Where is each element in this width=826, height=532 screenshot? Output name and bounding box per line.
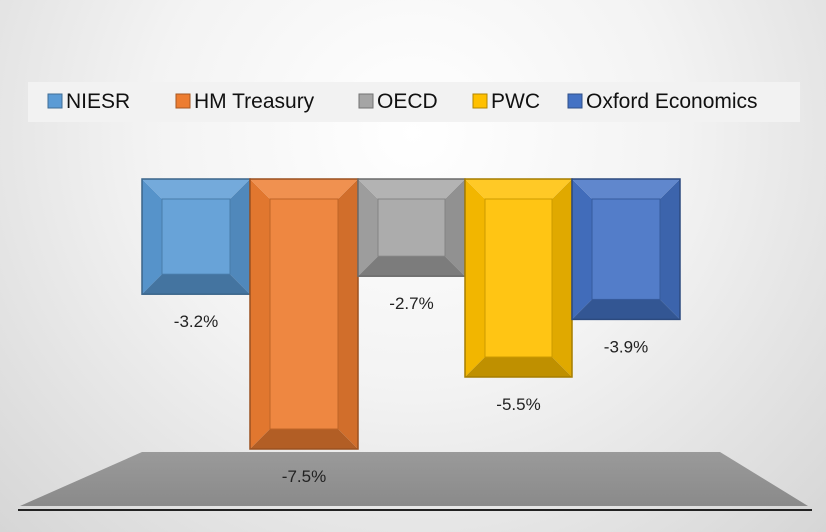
legend-item-oxford-economics: Oxford Economics (567, 90, 758, 113)
bar-bottom-face (358, 256, 465, 277)
bar-inner-outline (269, 198, 339, 430)
bar-bottom-face (142, 274, 250, 295)
bar-inner-outline (161, 198, 231, 275)
legend-swatch (47, 93, 63, 109)
bar-niesr (141, 178, 251, 295)
bar-inner-outline (591, 198, 661, 300)
bar-top-face (572, 179, 680, 199)
bar-left-face (250, 179, 270, 449)
bar-inner-face (270, 199, 338, 429)
data-label-niesr: -3.2% (174, 312, 218, 331)
bar-pwc (464, 178, 573, 378)
legend-swatch (175, 93, 191, 109)
bar-inner-face (592, 199, 660, 300)
legend-item-oecd: OECD (358, 90, 438, 113)
bar-outline (249, 178, 359, 450)
bar-left-face (142, 179, 162, 295)
bar-top-face (358, 179, 465, 199)
legend-label: HM Treasury (194, 90, 315, 113)
data-label-hm-treasury: -7.5% (282, 467, 326, 486)
bar-bottom-face (250, 429, 358, 449)
bar-top-face (250, 179, 358, 199)
legend-label: NIESR (66, 90, 130, 113)
bar-bottom-face (465, 357, 572, 377)
chart-floor (20, 452, 808, 506)
bar-left-face (572, 179, 592, 320)
legend-label: OECD (377, 90, 438, 113)
bar-right-face (552, 179, 572, 377)
legend-label: PWC (491, 90, 540, 113)
legend-item-hm-treasury: HM Treasury (175, 90, 315, 113)
bars (141, 178, 681, 450)
bar-inner-face (378, 199, 445, 257)
bar-bottom-face (572, 299, 680, 320)
bar-top-face (465, 179, 572, 199)
bar-hm-treasury (249, 178, 359, 450)
legend-background (28, 82, 800, 122)
bar-inner-face (162, 199, 230, 275)
bar-left-face (358, 179, 378, 277)
legend-item-pwc: PWC (472, 90, 540, 113)
bar-oecd (357, 178, 466, 277)
legend-swatch (358, 93, 374, 109)
data-label-pwc: -5.5% (496, 395, 540, 414)
bar-inner-outline (484, 198, 553, 358)
legend-swatch (567, 93, 583, 109)
legend: NIESR HM Treasury OECD PWC Oxford Economics (47, 90, 758, 113)
legend-item-niesr: NIESR (47, 90, 130, 113)
bar-right-face (230, 179, 250, 295)
legend-swatch (472, 93, 488, 109)
bar-right-face (445, 179, 465, 277)
bar-oxford-economics (571, 178, 681, 321)
bar-outline (571, 178, 681, 321)
bar-right-face (338, 179, 358, 449)
legend-label: Oxford Economics (586, 90, 758, 113)
bar-inner-face (485, 199, 552, 357)
bar-left-face (465, 179, 485, 377)
bar-inner-outline (377, 198, 446, 257)
data-labels: -3.2% -7.5% -2.7% -5.5% -3.9% (174, 294, 648, 486)
data-label-oxford-economics: -3.9% (604, 337, 648, 356)
data-label-oecd: -2.7% (389, 294, 433, 313)
bar-right-face (660, 179, 680, 320)
bar-top-face (142, 179, 250, 199)
